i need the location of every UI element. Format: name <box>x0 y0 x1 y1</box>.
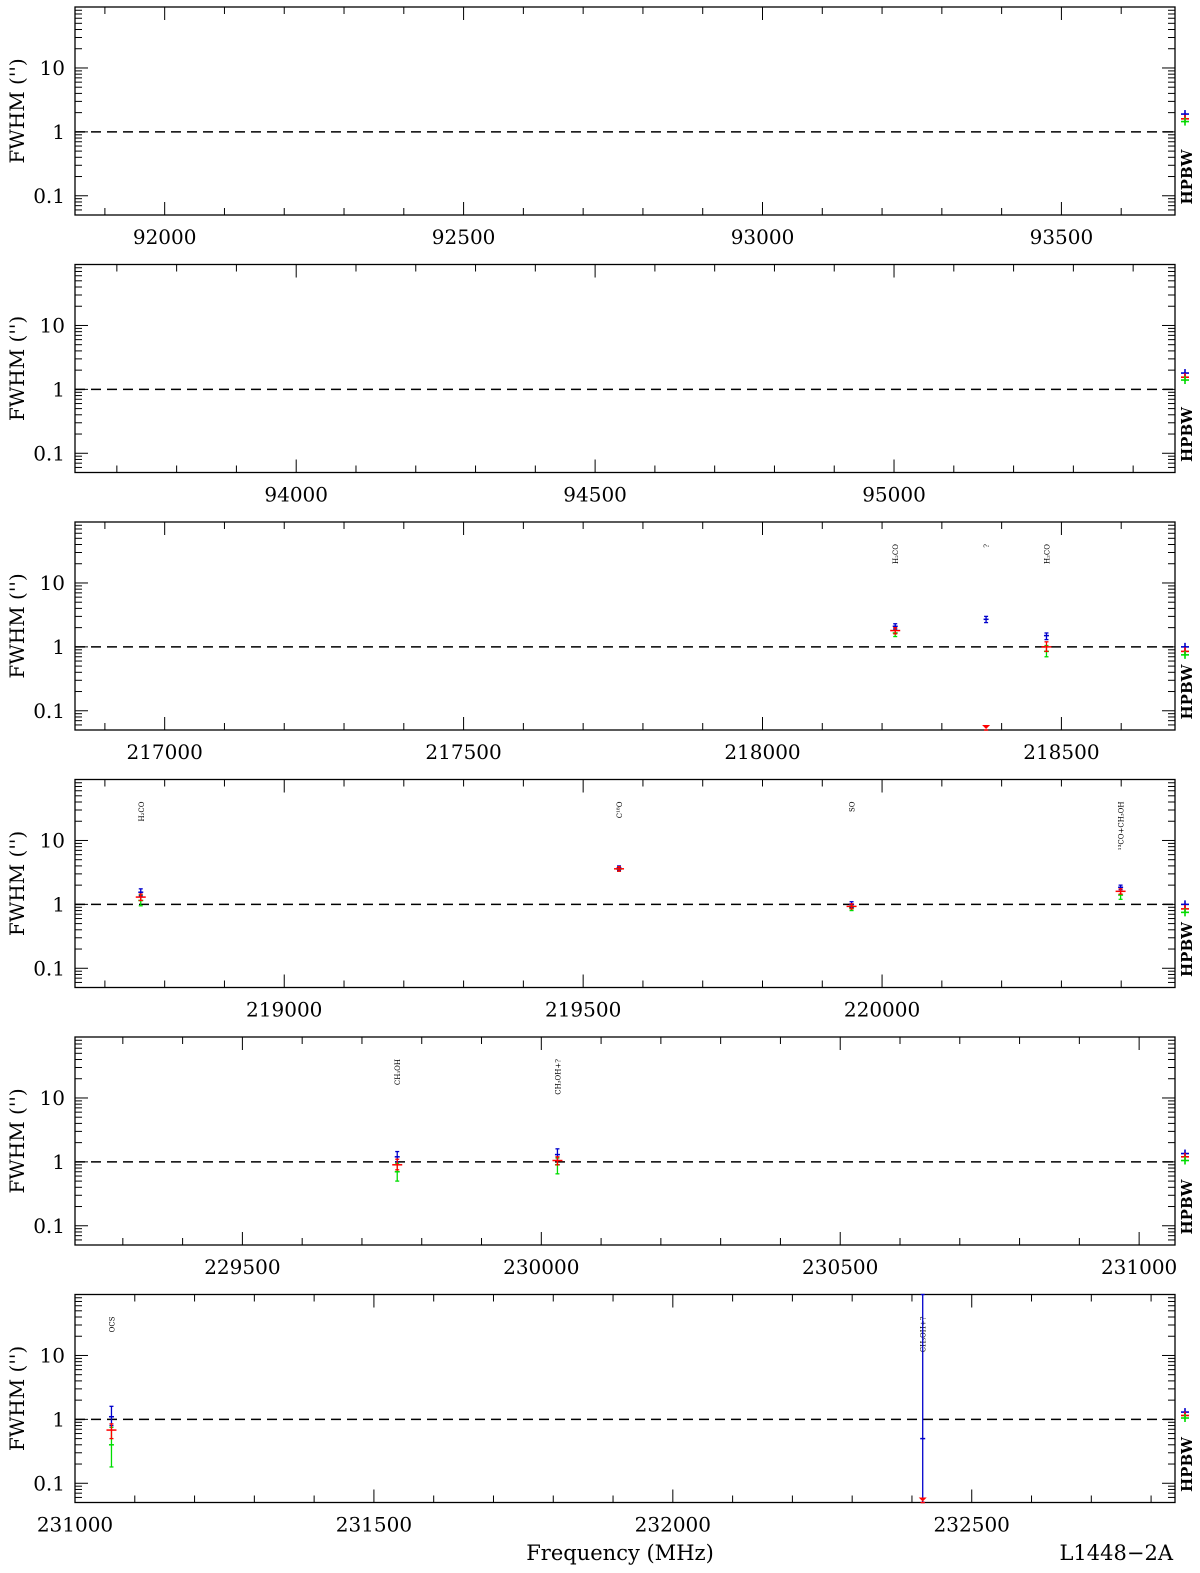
x-tick-label: 231500 <box>336 1513 412 1537</box>
x-tick-label: 217500 <box>425 740 501 764</box>
y-axis-label: FWHM ('') <box>5 58 29 163</box>
line-label: CH₃OH+? <box>554 1059 562 1095</box>
y-tick-label: 1 <box>52 1150 65 1174</box>
x-tick-label: 231000 <box>1101 1255 1177 1279</box>
chart-panel-6: 231000 231500 232000 232500 0.1 1 10 FWHM ('') H… <box>5 1293 1196 1537</box>
y-tick-label: 10 <box>40 1343 65 1367</box>
y-axis-label: FWHM ('') <box>5 573 29 678</box>
y-tick-label: 1 <box>52 892 65 916</box>
hpbw-label: HPBW <box>1178 1178 1196 1234</box>
x-tick-label: 219000 <box>246 998 322 1022</box>
x-tick-label: 95000 <box>862 483 926 507</box>
y-tick-label: 0.1 <box>33 956 65 980</box>
y-axis-label: FWHM ('') <box>5 831 29 936</box>
x-tick-label: 92000 <box>133 225 197 249</box>
x-tick-label: 93500 <box>1030 225 1094 249</box>
y-tick-label: 10 <box>40 56 65 80</box>
y-axis-label: FWHM ('') <box>5 316 29 421</box>
y-tick-label: 0.1 <box>33 184 65 208</box>
y-tick-label: 1 <box>52 377 65 401</box>
x-tick-label: 219500 <box>545 998 621 1022</box>
x-tick-label: 92500 <box>432 225 496 249</box>
chart-panel-4: 219000 219500 220000 0.1 1 10 FWHM ('') HPBW H₂C… <box>5 778 1196 1022</box>
line-label: SO <box>849 801 857 812</box>
x-tick-label: 93000 <box>731 225 795 249</box>
x-tick-label: 217000 <box>126 740 202 764</box>
plot-frame <box>74 6 1176 216</box>
hpbw-label: HPBW <box>1178 148 1196 204</box>
x-tick-label: 218500 <box>1023 740 1099 764</box>
y-axis-label: FWHM ('') <box>5 1088 29 1193</box>
plot-frame <box>74 778 1176 989</box>
limit-marker-red <box>918 1497 927 1502</box>
y-tick-label: 10 <box>40 313 65 337</box>
chart-panel-5: 229500 230000 230500 231000 0.1 1 10 FWHM ('') H… <box>5 1036 1196 1279</box>
x-tick-label: 220000 <box>844 998 920 1022</box>
x-tick-label: 230000 <box>503 1255 579 1279</box>
y-axis-label: FWHM ('') <box>5 1346 29 1451</box>
hpbw-label: HPBW <box>1178 921 1196 977</box>
line-label: H₂CO <box>892 544 900 564</box>
x-tick-label: 231000 <box>37 1513 113 1537</box>
hpbw-label: HPBW <box>1178 406 1196 462</box>
x-tick-label: 229500 <box>204 1255 280 1279</box>
plot-frame <box>74 1293 1176 1504</box>
line-label: ? <box>983 544 991 548</box>
source-label: L1448−2A <box>1059 1541 1173 1565</box>
chart-panel-3: 217000 217500 218000 218500 0.1 1 10 FWHM ('') H… <box>5 521 1196 764</box>
y-tick-label: 1 <box>52 120 65 144</box>
x-tick-label: 230500 <box>802 1255 878 1279</box>
line-label: ¹³CO+CH₃OH <box>1118 802 1126 851</box>
x-tick-label: 232500 <box>934 1513 1010 1537</box>
y-tick-label: 10 <box>40 828 65 852</box>
y-tick-label: 10 <box>40 571 65 595</box>
y-tick-label: 0.1 <box>33 1471 65 1495</box>
limit-marker-red <box>982 725 991 729</box>
plot-frame <box>74 1036 1176 1246</box>
y-tick-label: 1 <box>52 635 65 659</box>
y-tick-label: 0.1 <box>33 1214 65 1238</box>
x-axis-label: Frequency (MHz) <box>526 1541 714 1565</box>
plot-frame <box>74 521 1176 731</box>
y-tick-label: 1 <box>52 1407 65 1431</box>
line-label: CH₃OH+? <box>920 1316 928 1352</box>
line-label: CH₃OH <box>394 1059 402 1085</box>
hpbw-label: HPBW <box>1178 663 1196 719</box>
line-label: C¹⁸O <box>616 801 624 818</box>
y-tick-label: 0.1 <box>33 699 65 723</box>
line-label: OCS <box>108 1316 116 1332</box>
y-tick-label: 10 <box>40 1086 65 1110</box>
hpbw-label: HPBW <box>1178 1436 1196 1492</box>
x-tick-label: 94000 <box>264 483 328 507</box>
plot-frame <box>74 263 1176 474</box>
chart-panel-1: 92000 92500 93000 93500 0.1 1 10 FWHM ('') HPBW <box>5 6 1196 249</box>
x-tick-label: 232000 <box>635 1513 711 1537</box>
line-label: H₂CO <box>138 801 146 821</box>
x-tick-label: 94500 <box>563 483 627 507</box>
x-tick-label: 218000 <box>724 740 800 764</box>
y-tick-label: 0.1 <box>33 441 65 465</box>
chart-panel-2: 94000 94500 95000 0.1 1 10 FWHM ('') HPBW <box>5 263 1196 507</box>
line-label: H₂CO <box>1043 544 1051 564</box>
